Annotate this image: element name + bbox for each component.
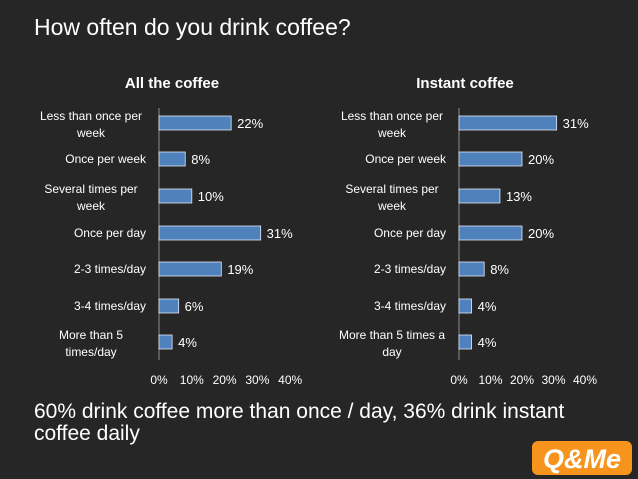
svg-text:Q&Me: Q&Me [543, 444, 621, 474]
chart2-bar [458, 334, 473, 350]
chart1-x-tick-label: 30% [245, 373, 269, 387]
chart2-bar [458, 298, 473, 314]
chart2-x-tick-label: 0% [450, 373, 468, 387]
charts-area: All the coffee 0% 10% 20% 30% 40% Less than on… [40, 75, 597, 387]
chart1-value-label: 8% [191, 152, 210, 167]
chart1-bar [158, 188, 193, 204]
chart2-category-label: More than 5 times a day [339, 328, 445, 359]
chart2-value-label: 8% [490, 262, 509, 277]
chart2-category-label: Once per week [365, 152, 447, 166]
chart1-value-label: 19% [227, 262, 253, 277]
chart2-title: Instant coffee [416, 75, 514, 92]
chart2-value-label: 13% [506, 189, 532, 204]
chart2-bar [458, 151, 523, 167]
chart2-category-label: 3-4 times/day [374, 299, 446, 313]
chart2-bar [458, 115, 558, 131]
chart1-title: All the coffee [125, 75, 219, 92]
chart2-bar [458, 261, 485, 277]
qme-logo: Q&Me [532, 441, 632, 475]
chart1-bar [158, 115, 232, 131]
chart1-x-tick-label: 0% [150, 373, 168, 387]
chart1-bar [158, 298, 180, 314]
chart1-bar [158, 225, 262, 241]
chart2-x-tick-label: 30% [541, 373, 565, 387]
chart2-category-label: Several times per week [345, 182, 438, 213]
chart1-category-label: Less than once per week [40, 109, 142, 140]
chart1-category-label: More than 5 times/day [59, 328, 123, 359]
chart1-category-label: Several times per week [44, 182, 137, 213]
chart1-x-tick-label: 10% [180, 373, 204, 387]
chart1-value-label: 6% [185, 299, 204, 314]
chart1-x-tick-label: 40% [278, 373, 302, 387]
chart2-value-label: 20% [528, 152, 554, 167]
chart2-x-tick-label: 40% [573, 373, 597, 387]
chart1-bar [158, 261, 222, 277]
chart1-value-label: 10% [198, 189, 224, 204]
chart2-x-tick-label: 10% [478, 373, 502, 387]
chart1-value-label: 4% [178, 335, 197, 350]
chart2-value-label: 20% [528, 226, 554, 241]
chart2-category-label: Less than once per week [341, 109, 443, 140]
chart2-category-label: Once per day [374, 226, 446, 240]
chart1-category-label: 2-3 times/day [74, 262, 146, 276]
summary-text: 60% drink coffee more than once / day, 3… [34, 400, 565, 445]
chart2-value-label: 4% [478, 299, 497, 314]
chart2-value-label: 4% [478, 335, 497, 350]
chart2-category-label: 2-3 times/day [374, 262, 446, 276]
chart1-value-label: 22% [237, 116, 263, 131]
chart2-value-label: 31% [563, 116, 589, 131]
chart2-x-tick-label: 20% [510, 373, 534, 387]
chart2-bar [458, 225, 523, 241]
chart2-bar [458, 188, 501, 204]
chart1-x-tick-label: 20% [213, 373, 237, 387]
page-title: How often do you drink coffee? [34, 14, 351, 40]
chart1-bar [158, 334, 173, 350]
chart1-bar [158, 151, 186, 167]
chart1-category-label: 3-4 times/day [74, 299, 146, 313]
chart1-value-label: 31% [267, 226, 293, 241]
chart1-category-label: Once per week [65, 152, 147, 166]
chart1-category-label: Once per day [74, 226, 146, 240]
